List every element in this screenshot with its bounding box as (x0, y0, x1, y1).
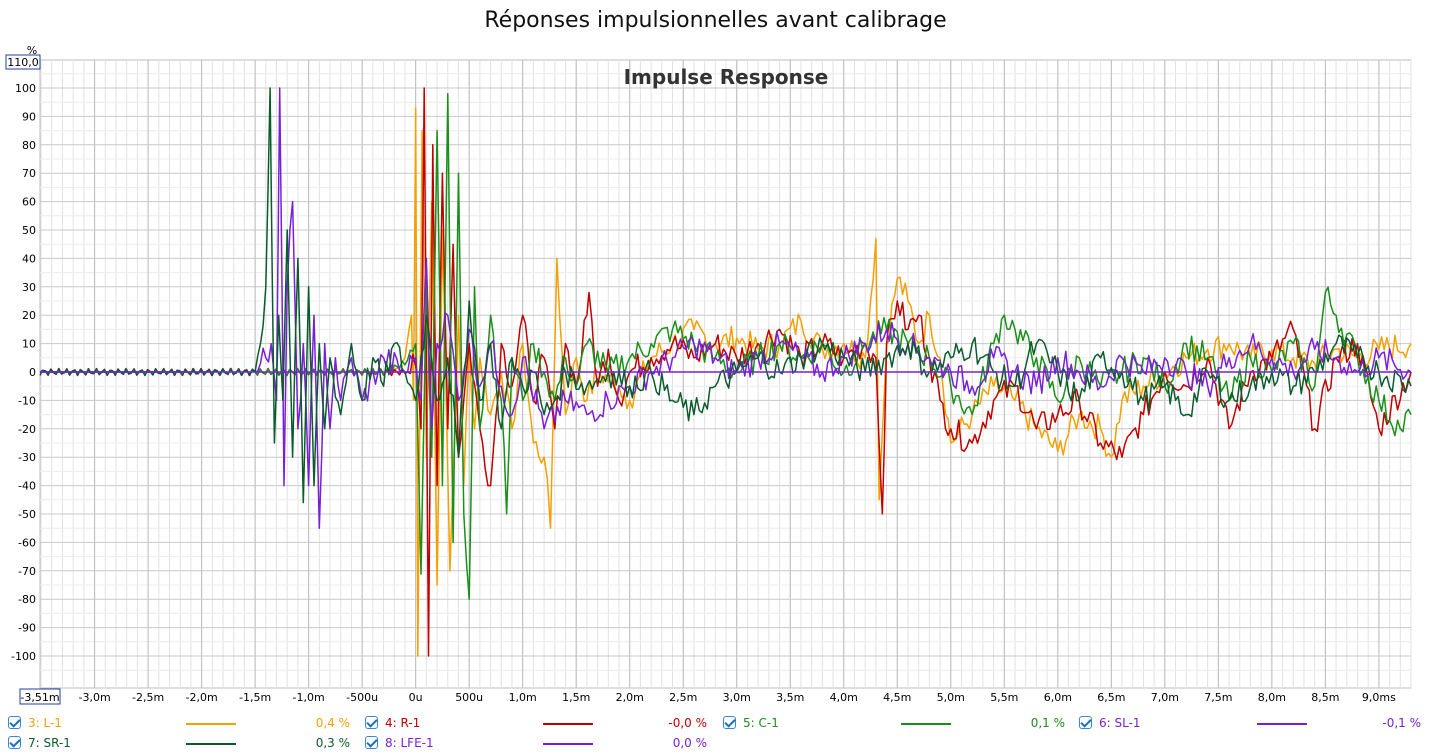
x-tick-label: 2,0m (616, 691, 644, 704)
legend-series-name: 6: SL-1 (1099, 716, 1141, 730)
x-tick-label: 0u (409, 691, 423, 704)
legend-series-name: 5: C-1 (743, 716, 779, 730)
legend-checkbox[interactable] (365, 736, 378, 749)
y-axis-unit: % (27, 44, 37, 57)
y-tick-label: 70 (22, 167, 36, 180)
y-tick-label: 60 (22, 196, 36, 209)
legend-line-swatch (543, 723, 593, 725)
legend-series-value: -0,0 % (668, 716, 707, 730)
y-tick-label: 30 (22, 281, 36, 294)
x-tick-label: -1,0m (293, 691, 325, 704)
legend-series-value: 0,0 % (672, 736, 707, 750)
x-tick-label: 500u (455, 691, 483, 704)
chart-svg: -3,0m -2,5m -2,0m -1,5m -1,0m -500u 0u 500u 1,0m… (5, 44, 1412, 705)
legend: 3: L-1 0,4 % 4: R-1 -0,0 % 5: C-1 0,1 % 6: SL-… (0, 712, 1431, 756)
legend-series-name: 8: LFE-1 (385, 736, 434, 750)
legend-item: 8: LFE-1 0,0 % (365, 734, 710, 752)
x-tick-label: -2,0m (186, 691, 218, 704)
legend-checkbox[interactable] (723, 716, 736, 729)
x-min-value: -3,51m (20, 691, 59, 704)
legend-line-swatch (186, 743, 236, 745)
x-tick-label: -1,5m (239, 691, 271, 704)
x-tick-label: 7,0m (1151, 691, 1179, 704)
legend-line-swatch (901, 723, 951, 725)
legend-series-value: 0,1 % (1030, 716, 1065, 730)
y-tick-label: 100 (15, 82, 36, 95)
series-line (39, 87, 1412, 504)
legend-checkbox[interactable] (365, 716, 378, 729)
y-tick-label: -90 (18, 622, 36, 635)
x-tick-label: 4,0m (830, 691, 858, 704)
legend-checkbox[interactable] (8, 736, 21, 749)
axes: -3,0m -2,5m -2,0m -1,5m -1,0m -500u 0u 500u 1,0m… (11, 82, 1396, 704)
legend-item: 6: SL-1 -0,1 % (1079, 714, 1424, 732)
legend-item: 4: R-1 -0,0 % (365, 714, 710, 732)
x-tick-label: 9,0ms (1362, 691, 1396, 704)
y-tick-label: 40 (22, 252, 36, 265)
legend-series-name: 3: L-1 (28, 716, 62, 730)
y-tick-label: 90 (22, 110, 36, 123)
x-min-box[interactable] (19, 688, 61, 705)
x-tick-label: 3,0m (723, 691, 751, 704)
y-tick-label: -30 (18, 451, 36, 464)
x-tick-label: 3,5m (776, 691, 804, 704)
series-line (39, 87, 1412, 529)
x-tick-label: -500u (346, 691, 378, 704)
legend-series-name: 4: R-1 (385, 716, 421, 730)
legend-item: 7: SR-1 0,3 % (8, 734, 353, 752)
legend-checkbox[interactable] (1079, 716, 1092, 729)
y-max-value: 110,0 (7, 56, 39, 69)
y-tick-label: -60 (18, 536, 36, 549)
x-tick-label: 6,0m (1044, 691, 1072, 704)
legend-series-value: -0,1 % (1382, 716, 1421, 730)
chart-title: Impulse Response (624, 65, 829, 89)
legend-line-swatch (543, 743, 593, 745)
x-tick-label: -2,5m (132, 691, 164, 704)
x-tick-label: 5,5m (990, 691, 1018, 704)
series-group (39, 87, 1412, 657)
y-tick-label: -70 (18, 565, 36, 578)
x-tick-label: 7,5m (1204, 691, 1232, 704)
x-tick-label: -3,0m (78, 691, 110, 704)
legend-line-swatch (1257, 723, 1307, 725)
x-tick-label: 8,5m (1311, 691, 1339, 704)
y-tick-label: 80 (22, 139, 36, 152)
legend-item: 3: L-1 0,4 % (8, 714, 353, 732)
x-tick-label: 1,0m (509, 691, 537, 704)
page-title: Réponses impulsionnelles avant calibrage (484, 8, 947, 33)
x-tick-label: 2,5m (669, 691, 697, 704)
legend-checkbox[interactable] (8, 716, 21, 729)
legend-series-value: 0,3 % (315, 736, 350, 750)
legend-series-name: 7: SR-1 (28, 736, 71, 750)
x-tick-label: 5,0m (937, 691, 965, 704)
legend-line-swatch (186, 723, 236, 725)
x-tick-label: 4,5m (883, 691, 911, 704)
y-tick-label: -100 (11, 650, 36, 663)
y-tick-label: -20 (18, 423, 36, 436)
y-tick-label: 0 (29, 366, 36, 379)
x-tick-label: 1,5m (562, 691, 590, 704)
y-tick-label: -10 (18, 394, 36, 407)
x-tick-label: 6,5m (1097, 691, 1125, 704)
y-tick-label: 10 (22, 338, 36, 351)
y-tick-label: -80 (18, 593, 36, 606)
y-tick-label: 20 (22, 309, 36, 322)
grid (40, 60, 1412, 688)
y-max-box[interactable] (5, 54, 41, 70)
x-tick-label: 8,0m (1258, 691, 1286, 704)
legend-item: 5: C-1 0,1 % (723, 714, 1068, 732)
y-tick-label: -40 (18, 480, 36, 493)
y-tick-label: 50 (22, 224, 36, 237)
y-tick-label: -50 (18, 508, 36, 521)
legend-series-value: 0,4 % (315, 716, 350, 730)
